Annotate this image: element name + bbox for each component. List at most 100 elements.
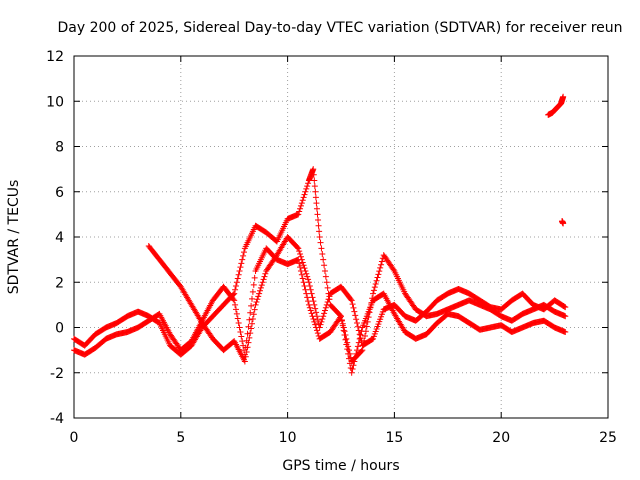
data-point-interp (338, 317, 345, 324)
data-point-interp (322, 304, 329, 311)
data-point (316, 324, 323, 331)
series-trace-5 (559, 218, 567, 227)
data-point-interp (297, 250, 304, 257)
data-point-interp (262, 270, 269, 277)
data-point-interp (243, 349, 250, 356)
data-point-interp (244, 330, 251, 337)
data-point-interp (353, 316, 360, 323)
data-point-interp (311, 177, 318, 184)
data-point-interp (296, 208, 303, 215)
data-point-interp (353, 350, 360, 357)
data-point (305, 279, 312, 286)
data-point (305, 301, 312, 308)
data-point (252, 301, 259, 308)
data-point-interp (256, 290, 263, 297)
data-point-interp (234, 275, 241, 282)
data-point-interp (318, 245, 325, 252)
data-point-interp (321, 307, 328, 314)
data-point-interp (303, 270, 310, 277)
y-tick-label: 4 (55, 230, 64, 246)
data-point (562, 313, 569, 320)
data-point (562, 329, 569, 336)
x-axis-label: GPS time / hours (282, 458, 399, 474)
series-trace-2 (71, 245, 569, 376)
data-point (295, 211, 302, 218)
data-point-interp (313, 200, 320, 207)
data-point-interp (315, 217, 322, 224)
data-point-interp (298, 271, 305, 278)
data-point-interp (371, 284, 378, 291)
x-tick-label: 0 (70, 430, 79, 446)
data-point (348, 369, 355, 376)
x-tick-label: 10 (279, 430, 297, 446)
data-point-interp (351, 358, 358, 365)
data-point-interp (323, 301, 330, 308)
data-point-interp (301, 265, 308, 272)
data-point (231, 290, 238, 297)
data-point-interp (310, 298, 317, 305)
data-point-interp (313, 309, 320, 316)
data-point-interp (302, 267, 309, 274)
data-point-interp (376, 268, 383, 275)
data-point-interp (324, 299, 331, 306)
data-point-interp (302, 286, 309, 293)
data-point-interp (343, 341, 350, 348)
data-point-interp (257, 284, 264, 291)
data-point-interp (355, 327, 362, 334)
data-point-interp (240, 249, 247, 256)
data-point-interp (358, 338, 365, 345)
y-tick-label: 0 (55, 321, 64, 337)
y-tick-label: 12 (46, 49, 64, 65)
data-point (560, 220, 567, 227)
data-point-interp (244, 344, 251, 351)
x-tick-label: 5 (176, 430, 185, 446)
data-point-interp (312, 188, 319, 195)
data-point-interp (346, 355, 353, 362)
data-point-interp (257, 287, 264, 294)
data-point-interp (312, 321, 319, 328)
data-point-interp (350, 304, 357, 311)
data-point-interp (314, 211, 321, 218)
y-tick-label: -2 (50, 366, 64, 382)
data-point-interp (319, 250, 326, 257)
data-point-interp (246, 334, 253, 341)
data-point-interp (344, 346, 351, 353)
data-point-interp (304, 183, 311, 190)
data-point-interp (299, 275, 306, 282)
data-point-interp (314, 316, 321, 323)
data-point-interp (326, 293, 333, 300)
data-point (348, 297, 355, 304)
data-point-interp (354, 319, 361, 326)
data-point-interp (235, 271, 242, 278)
data-point-interp (351, 308, 358, 315)
data-point-interp (297, 264, 304, 271)
data-point-interp (322, 273, 329, 280)
data-point-interp (377, 264, 384, 271)
data-point-interp (232, 306, 239, 313)
data-point-interp (311, 301, 318, 308)
data-point-interp (356, 331, 363, 338)
data-point-interp (337, 314, 344, 321)
data-point-interp (358, 328, 365, 335)
data-point-interp (245, 339, 252, 346)
data-point-interp (340, 327, 347, 334)
data-point-interp (235, 319, 242, 326)
data-point-interp (303, 290, 310, 297)
data-point-interp (321, 262, 328, 269)
data-point (338, 313, 344, 320)
data-point-interp (313, 313, 320, 320)
data-point (316, 234, 323, 240)
data-point-interp (309, 294, 316, 301)
data-point-interp (296, 260, 303, 267)
data-point-interp (251, 306, 258, 313)
data-point-interp (248, 302, 255, 309)
data-point-interp (236, 324, 243, 331)
data-point-interp (304, 273, 311, 280)
data-point-interp (232, 286, 239, 293)
data-point-interp (250, 281, 257, 288)
data-point-interp (301, 283, 308, 290)
y-axis: -4 -2 0 2 4 6 8 10 12 (46, 49, 608, 427)
data-point-interp (355, 339, 362, 346)
data-point-interp (374, 274, 381, 281)
series-trace-4 (545, 93, 567, 118)
